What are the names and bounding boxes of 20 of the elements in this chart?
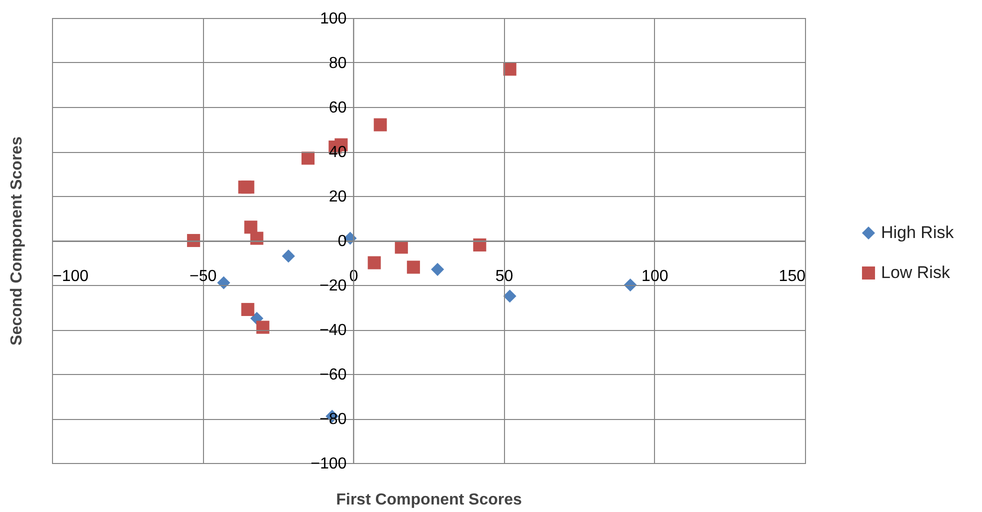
y-tick-label: 100 (320, 10, 347, 28)
y-tick-label: 80 (328, 55, 347, 72)
legend-label: High Risk (881, 223, 954, 242)
x-tick-label: 0 (349, 268, 358, 285)
y-tick-label: 20 (328, 188, 347, 206)
x-axis-title: First Component Scores (336, 492, 522, 508)
x-tick-label: 50 (495, 268, 514, 285)
x-tick-label: −100 (52, 268, 89, 285)
x-tick-label: −50 (190, 268, 217, 285)
y-tick-label: −80 (320, 411, 347, 428)
y-tick-label: −100 (310, 456, 347, 472)
x-tick-label: 150 (778, 268, 806, 285)
y-tick-label: 0 (338, 233, 347, 250)
y-tick-label: −20 (320, 278, 347, 294)
legend-label: Low Risk (881, 263, 950, 282)
y-axis-title: Second Component Scores (8, 136, 26, 346)
x-tick-label: 100 (642, 268, 668, 285)
y-tick-label: 60 (328, 100, 347, 116)
y-tick-label: −40 (320, 322, 347, 339)
y-tick-label: −60 (320, 366, 347, 384)
